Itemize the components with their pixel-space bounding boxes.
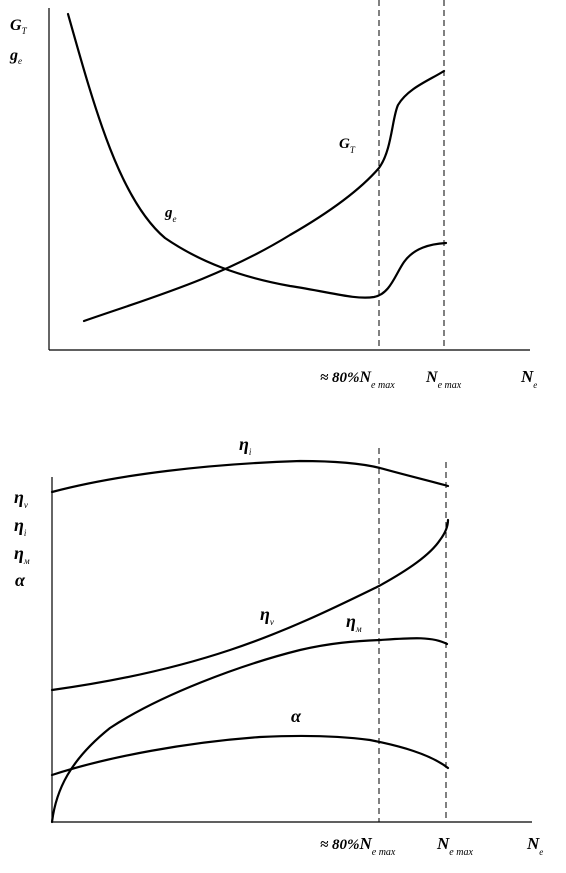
eta-v-curve [50,518,450,692]
top-ylabel-1: GT [10,17,28,36]
bottom-xtick-80pct: ≈ 80%Ne max [320,834,396,858]
ge-curve [66,12,448,299]
top-chart: GT ge GT ge ≈ 80%Ne max Ne max Ne [9,0,537,391]
eta-m-curve [50,637,449,824]
gt-curve [82,69,446,323]
top-xtick-80pct: ≈ 80%Ne max [320,369,395,391]
bottom-ylabel-4: α [15,570,26,590]
bottom-xlabel: Ne [526,834,543,857]
gt-series-label: GT [339,136,356,155]
eta-i-series-label: ηi [239,434,252,457]
alpha-curve [50,734,450,777]
bottom-chart: ηv ηi ηм α ηi ηv ηм α ≈ 80%Ne max [14,434,543,858]
ge-series-label: ge [164,205,177,224]
top-ylabel-2: ge [9,47,22,66]
bottom-ylabel-2: ηi [14,515,27,538]
eta-m-series-label: ηм [346,611,362,634]
eta-v-series-label: ηv [260,604,274,627]
top-xlabel: Ne [520,367,537,390]
eta-i-curve [50,459,450,494]
bottom-ylabel-1: ηv [14,487,28,510]
top-xtick-max: Ne max [425,369,462,391]
alpha-series-label: α [291,706,302,726]
bottom-ylabel-3: ηм [14,543,30,566]
bottom-xtick-max: Ne max [436,834,473,858]
